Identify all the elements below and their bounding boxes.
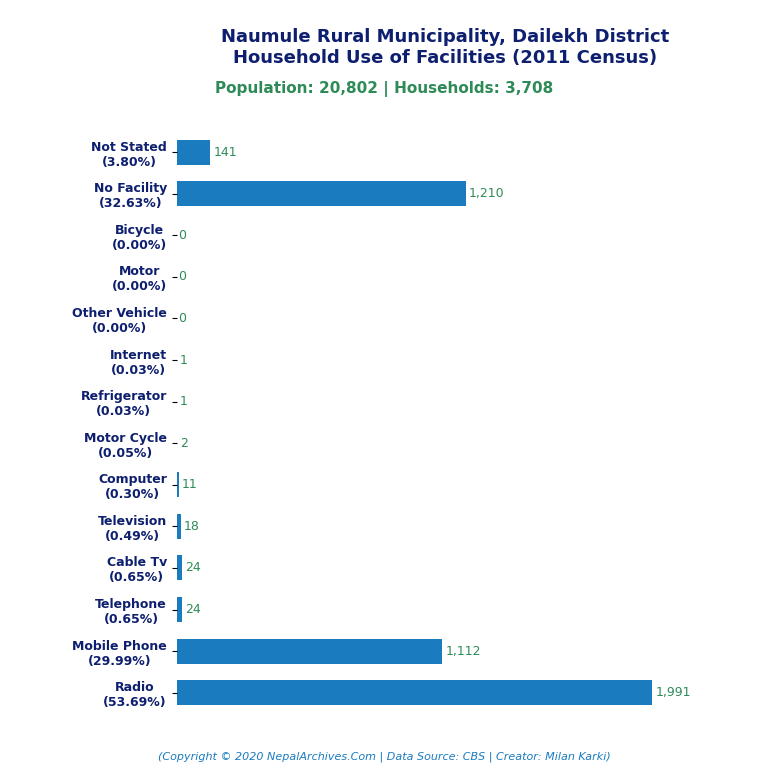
Text: (Copyright © 2020 NepalArchives.Com | Data Source: CBS | Creator: Milan Karki): (Copyright © 2020 NepalArchives.Com | Da… bbox=[157, 751, 611, 762]
Text: 1,112: 1,112 bbox=[445, 644, 481, 657]
Text: 11: 11 bbox=[182, 478, 198, 492]
Text: 0: 0 bbox=[178, 229, 187, 242]
Bar bbox=[177, 555, 182, 581]
Text: 2: 2 bbox=[180, 437, 188, 450]
Title: Naumule Rural Municipality, Dailekh District
Household Use of Facilities (2011 C: Naumule Rural Municipality, Dailekh Dist… bbox=[221, 28, 670, 67]
Text: Population: 20,802 | Households: 3,708: Population: 20,802 | Households: 3,708 bbox=[215, 81, 553, 97]
Text: 1,991: 1,991 bbox=[655, 686, 690, 699]
Text: 0: 0 bbox=[178, 312, 187, 325]
Text: 1,210: 1,210 bbox=[468, 187, 505, 200]
Bar bbox=[177, 680, 652, 705]
Text: 18: 18 bbox=[184, 520, 200, 533]
Bar bbox=[177, 639, 442, 664]
Text: 24: 24 bbox=[185, 603, 201, 616]
Bar bbox=[177, 597, 182, 622]
Bar bbox=[177, 514, 181, 539]
Text: 0: 0 bbox=[178, 270, 187, 283]
Text: 1: 1 bbox=[180, 353, 187, 366]
Bar bbox=[177, 472, 179, 497]
Text: 24: 24 bbox=[185, 561, 201, 574]
Bar bbox=[177, 140, 210, 164]
Text: 141: 141 bbox=[214, 146, 237, 159]
Bar bbox=[177, 181, 465, 206]
Text: 1: 1 bbox=[180, 395, 187, 408]
